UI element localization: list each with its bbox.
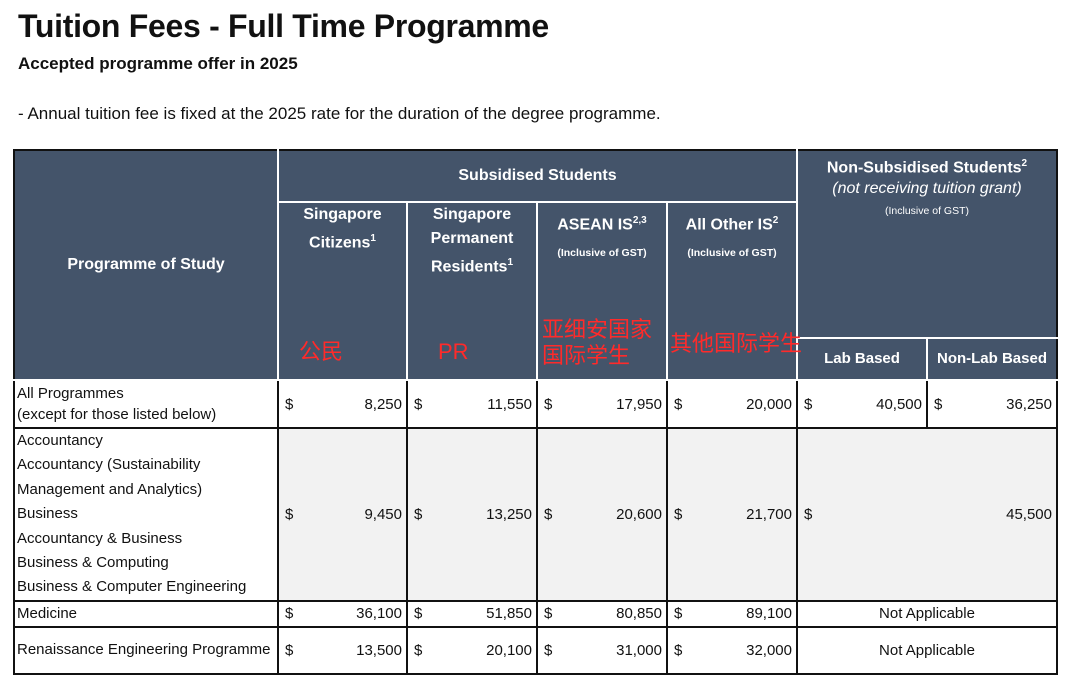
pr-annotation: PR (438, 339, 469, 364)
programme-header: Programme of Study (13, 149, 279, 381)
fee-note: - Annual tuition fee is fixed at the 202… (18, 104, 661, 123)
fee-cell: $89,100 (666, 599, 798, 628)
page-subtitle: Accepted programme offer in 2025 (18, 54, 298, 73)
table-row: All Programmes (except for those listed b… (13, 379, 1058, 429)
fee-cell: $17,950 (536, 379, 668, 429)
fee-cell: $20,000 (666, 379, 798, 429)
fee-cell: $8,250 (277, 379, 408, 429)
tuition-fee-table: Programme of Study Subsidised Students N… (13, 148, 1058, 675)
fee-cell: $32,000 (666, 625, 798, 675)
table-row: Accountancy Accountancy (Sustainability … (13, 427, 1058, 602)
fee-cell: $20,100 (406, 625, 538, 675)
asean-header: ASEAN IS2,3 (Inclusive of GST) 亚细安国家国际学生 (536, 201, 668, 381)
fee-cell: $36,250 (926, 379, 1058, 429)
not-applicable-cell: Not Applicable (796, 599, 1058, 628)
non-subsidised-header: Non-Subsidised Students2 (not receiving … (796, 148, 1058, 340)
fee-cell: $13,250 (406, 427, 538, 602)
other-is-header: All Other IS2 (Inclusive of GST) 其他国际学生 (666, 201, 802, 381)
fee-cell: $45,500 (796, 427, 1058, 602)
fee-cell: $21,700 (666, 427, 798, 602)
fee-cell: $40,500 (796, 379, 928, 429)
programme-cell: Accountancy Accountancy (Sustainability … (13, 427, 279, 602)
pr-header: Singapore Permanent Residents1 PR (406, 201, 538, 381)
table-row: Renaissance Engineering Programme $13,50… (13, 625, 1058, 675)
fee-cell: $13,500 (277, 625, 408, 675)
programme-cell: All Programmes (except for those listed b… (13, 379, 279, 429)
non-lab-based-header: Non-Lab Based (926, 337, 1058, 381)
fee-cell: $36,100 (277, 599, 408, 628)
page-title: Tuition Fees - Full Time Programme (18, 8, 549, 44)
citizens-annotation: 公民 (299, 339, 344, 364)
fee-cell: $31,000 (536, 625, 668, 675)
fee-cell: $51,850 (406, 599, 538, 628)
programme-cell: Medicine (13, 599, 279, 628)
lab-based-header: Lab Based (796, 337, 928, 381)
table-row: Medicine $36,100 $51,850 $80,850 $89,100… (13, 599, 1058, 628)
fee-cell: $20,600 (536, 427, 668, 602)
subsidised-header: Subsidised Students (277, 149, 798, 203)
fee-cell: $11,550 (406, 379, 538, 429)
programme-cell: Renaissance Engineering Programme (13, 625, 279, 675)
not-applicable-cell: Not Applicable (796, 625, 1058, 675)
other-annotation: 其他国际学生 (670, 331, 803, 356)
asean-annotation: 亚细安国家国际学生 (542, 317, 653, 368)
fee-cell: $9,450 (277, 427, 408, 602)
citizens-header: Singapore Citizens1 公民 (277, 201, 408, 381)
fee-cell: $80,850 (536, 599, 668, 628)
